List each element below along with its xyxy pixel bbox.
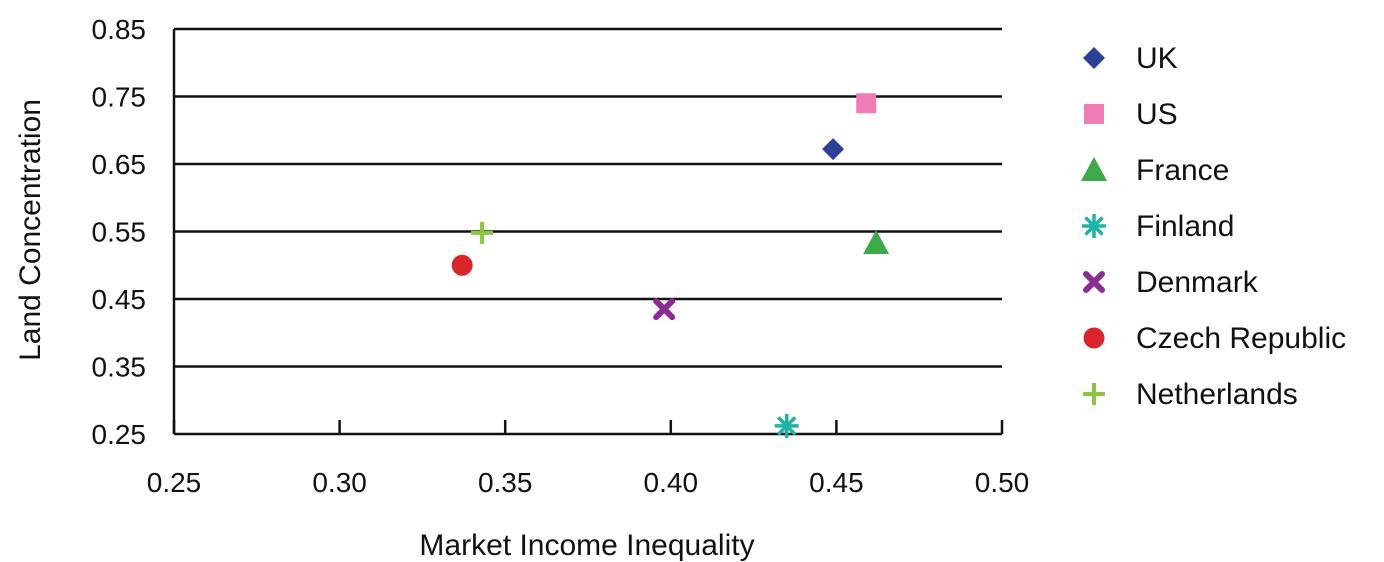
y-axis-title: Land Concentration xyxy=(14,99,47,361)
legend-marker-denmark xyxy=(1083,271,1105,293)
legend: UK US France Finland Denmark Czech Republic Ne… xyxy=(1081,42,1346,411)
data-point-netherlands xyxy=(471,221,494,244)
legend-item-netherlands: Netherlands xyxy=(1083,378,1298,411)
y-tick-label: 0.55 xyxy=(92,217,147,248)
data-point-finland xyxy=(774,413,799,438)
data-point-czech-republic xyxy=(451,254,473,276)
legend-marker-finland xyxy=(1082,214,1106,238)
y-tick-label: 0.65 xyxy=(92,149,147,180)
legend-marker-france xyxy=(1081,157,1107,181)
data-points xyxy=(451,93,890,438)
y-tick-label: 0.35 xyxy=(92,352,147,383)
legend-label: Netherlands xyxy=(1136,378,1298,411)
axes xyxy=(172,29,1004,434)
x-tick-label: 0.50 xyxy=(975,467,1030,498)
legend-marker-us xyxy=(1084,104,1104,124)
data-point-denmark xyxy=(653,298,676,321)
data-point-uk xyxy=(822,138,845,161)
legend-marker-netherlands xyxy=(1083,383,1105,405)
legend-item-denmark: Denmark xyxy=(1083,266,1259,299)
legend-label: Finland xyxy=(1136,210,1234,243)
x-tick-label: 0.40 xyxy=(644,467,699,498)
data-point-france xyxy=(863,229,890,254)
x-tick-label: 0.30 xyxy=(312,467,367,498)
legend-label: UK xyxy=(1136,42,1178,75)
x-tick-label: 0.25 xyxy=(147,467,202,498)
data-point-us xyxy=(856,93,877,114)
tick-labels: 0.25 0.35 0.45 0.55 0.65 0.75 0.85 0.25 0.30 0.35… xyxy=(92,14,1030,498)
y-tick-label: 0.25 xyxy=(92,419,147,450)
x-tick-label: 0.35 xyxy=(478,467,533,498)
legend-marker-uk xyxy=(1083,47,1105,69)
legend-item-france: France xyxy=(1081,154,1229,187)
y-tick-label: 0.85 xyxy=(92,14,147,45)
x-tick-label: 0.45 xyxy=(809,467,864,498)
legend-label: Denmark xyxy=(1136,266,1259,299)
y-tick-label: 0.45 xyxy=(92,284,147,315)
y-tick-label: 0.75 xyxy=(92,82,147,113)
x-axis-title: Market Income Inequality xyxy=(419,529,754,562)
legend-marker-czech-republic xyxy=(1083,327,1105,349)
legend-item-us: US xyxy=(1084,98,1178,131)
legend-item-uk: UK xyxy=(1083,42,1178,75)
legend-item-czech-republic: Czech Republic xyxy=(1083,322,1346,355)
gridlines xyxy=(174,27,1002,436)
legend-label: France xyxy=(1136,154,1229,187)
legend-label: Czech Republic xyxy=(1136,322,1346,355)
legend-label: US xyxy=(1136,98,1178,131)
legend-item-finland: Finland xyxy=(1082,210,1234,243)
